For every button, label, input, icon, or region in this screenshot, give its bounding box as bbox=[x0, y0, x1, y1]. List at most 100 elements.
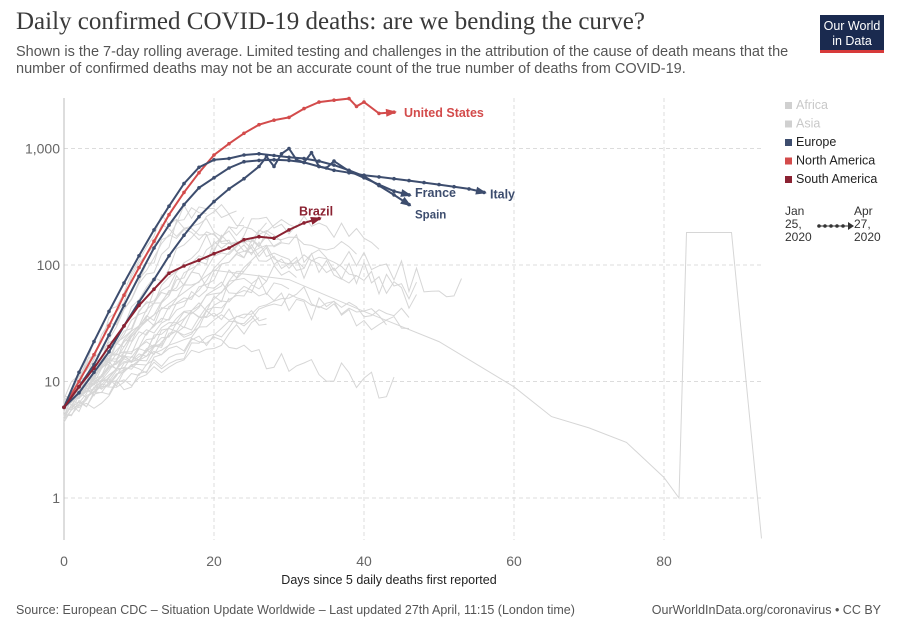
series-label-italy[interactable]: Italy bbox=[490, 187, 515, 201]
timeline-end-date[interactable]: 2020 bbox=[854, 230, 881, 244]
background-series-line bbox=[63, 215, 380, 406]
data-point-united-states bbox=[197, 170, 201, 175]
series-label-united-states[interactable]: United States bbox=[404, 106, 484, 120]
series-line-united-states[interactable] bbox=[63, 97, 395, 408]
data-point-spain bbox=[212, 158, 216, 162]
series-arrow-brazil bbox=[310, 217, 322, 225]
legend-swatch[interactable] bbox=[785, 157, 792, 165]
timeline-start-date[interactable]: 25, bbox=[785, 217, 802, 231]
timeline-start-date[interactable]: 2020 bbox=[785, 230, 812, 244]
data-point-france bbox=[167, 254, 171, 258]
timeline-tick bbox=[823, 224, 827, 228]
data-point-italy bbox=[152, 246, 156, 250]
series-arrow-spain bbox=[400, 196, 412, 207]
data-point-france bbox=[279, 152, 284, 156]
y-tick-label: 1 bbox=[52, 490, 60, 506]
timeline-handle-end[interactable] bbox=[848, 222, 854, 230]
data-point-italy bbox=[197, 186, 201, 190]
data-point-spain bbox=[317, 159, 321, 163]
x-tick-label: 20 bbox=[206, 553, 222, 569]
data-point-france bbox=[324, 166, 329, 170]
series-label-france[interactable]: France bbox=[415, 186, 456, 200]
timeline-end-date[interactable]: Apr bbox=[854, 204, 873, 218]
data-point-brazil bbox=[122, 324, 126, 328]
data-point-united-states bbox=[92, 352, 96, 357]
data-point-united-states bbox=[122, 293, 126, 298]
data-point-spain bbox=[182, 181, 186, 186]
data-point-italy bbox=[257, 158, 261, 163]
timeline-tick bbox=[829, 224, 833, 228]
x-tick-label: 40 bbox=[356, 553, 372, 569]
timeline-tick bbox=[841, 224, 845, 228]
data-point-france bbox=[242, 176, 246, 181]
logo-line-2: in Data bbox=[832, 34, 872, 48]
data-point-spain bbox=[392, 193, 396, 197]
data-point-spain bbox=[152, 228, 156, 232]
data-point-brazil bbox=[167, 271, 171, 276]
data-point-united-states bbox=[242, 131, 246, 136]
data-point-united-states bbox=[107, 324, 111, 328]
legend-swatch[interactable] bbox=[785, 102, 792, 109]
data-point-spain bbox=[137, 254, 141, 258]
data-point-spain bbox=[92, 339, 96, 344]
background-series-line bbox=[63, 223, 357, 410]
data-point-france bbox=[332, 159, 336, 163]
data-point-brazil bbox=[257, 234, 261, 239]
legend-swatch[interactable] bbox=[785, 139, 792, 146]
data-point-italy bbox=[137, 274, 141, 279]
legend-label[interactable]: Europe bbox=[796, 135, 836, 149]
data-point-spain bbox=[302, 156, 306, 161]
data-point-france bbox=[257, 164, 261, 169]
series-label-brazil[interactable]: Brazil bbox=[299, 205, 333, 219]
data-point-italy bbox=[182, 202, 186, 207]
data-point-italy bbox=[122, 303, 126, 308]
data-point-italy bbox=[242, 159, 246, 164]
data-point-france bbox=[227, 187, 231, 191]
data-point-italy bbox=[167, 223, 171, 227]
data-point-spain bbox=[287, 155, 291, 160]
legend-label[interactable]: South America bbox=[796, 172, 877, 186]
data-point-united-states bbox=[137, 265, 141, 270]
data-point-spain bbox=[197, 165, 201, 170]
timeline-start-date[interactable]: Jan bbox=[785, 204, 804, 218]
data-point-brazil bbox=[287, 228, 291, 232]
legend-swatch[interactable] bbox=[785, 176, 792, 183]
data-point-united-states bbox=[257, 122, 261, 127]
background-series-line bbox=[63, 309, 267, 416]
timeline-tick bbox=[835, 224, 839, 228]
data-point-brazil bbox=[242, 237, 246, 242]
background-series-line bbox=[63, 229, 357, 401]
data-point-united-states bbox=[182, 190, 186, 195]
data-point-brazil bbox=[107, 344, 111, 349]
background-series-line bbox=[63, 206, 207, 421]
data-point-france bbox=[302, 160, 306, 165]
logo-line-1: Our World bbox=[823, 19, 881, 33]
series-line-brazil[interactable] bbox=[63, 217, 320, 408]
series-arrow-united-states bbox=[385, 108, 397, 117]
legend-label[interactable]: Asia bbox=[796, 117, 820, 131]
data-point-united-states bbox=[287, 115, 291, 120]
legend-label[interactable]: North America bbox=[796, 154, 875, 168]
credit-link[interactable]: OurWorldInData.org/coronavirus • CC BY bbox=[651, 603, 881, 617]
data-point-france bbox=[92, 370, 96, 375]
legend-swatch[interactable] bbox=[785, 120, 792, 128]
data-point-italy bbox=[407, 178, 411, 183]
data-point-italy bbox=[227, 166, 231, 170]
source-note: Source: European CDC – Situation Update … bbox=[16, 603, 575, 617]
data-point-brazil bbox=[212, 251, 216, 256]
data-point-spain bbox=[227, 156, 231, 161]
timeline-end-date[interactable]: 27, bbox=[854, 217, 871, 231]
data-point-united-states bbox=[377, 111, 381, 116]
legend-label[interactable]: Africa bbox=[796, 98, 828, 112]
background-series-line bbox=[63, 336, 395, 406]
owid-logo[interactable]: Our World in Data bbox=[820, 15, 884, 53]
background-series-line bbox=[63, 277, 290, 402]
data-point-brazil bbox=[62, 405, 66, 410]
data-point-spain bbox=[242, 153, 246, 157]
data-point-italy bbox=[467, 187, 471, 191]
data-point-brazil bbox=[152, 287, 156, 292]
data-point-united-states bbox=[167, 212, 171, 217]
series-label-spain[interactable]: Spain bbox=[415, 210, 446, 222]
data-point-spain bbox=[77, 370, 81, 375]
data-point-italy bbox=[422, 180, 426, 185]
